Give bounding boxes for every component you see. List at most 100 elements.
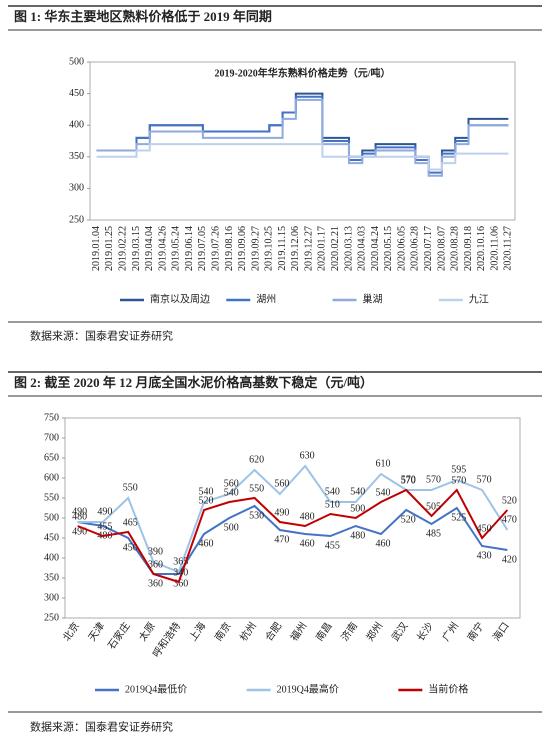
data-label: 485 [426, 528, 441, 539]
x-tick-label: 太原 [136, 620, 158, 644]
data-label: 500 [224, 522, 239, 533]
x-tick-label: 2020.06.28 [410, 226, 421, 271]
data-label: 570 [426, 474, 441, 485]
x-tick-label: 2019.07.26 [210, 226, 221, 271]
plot-frame [89, 61, 516, 221]
data-label: 450 [477, 523, 492, 534]
y-tick-label: 300 [69, 183, 84, 194]
legend-label: 九江 [469, 293, 489, 305]
data-label: 470 [274, 534, 289, 545]
data-label: 520 [502, 495, 517, 506]
x-tick-label: 2019.10.25 [264, 226, 275, 271]
data-label: 540 [224, 487, 239, 498]
legend-label: 2019Q4最低价 [125, 682, 187, 695]
x-tick-label: 2019.04.04 [144, 226, 155, 271]
data-label: 510 [325, 499, 340, 510]
chart-title: 2019-2020年华东熟料价格走势（元/吨） [214, 66, 390, 79]
x-tick-label: 2020.08.28 [450, 226, 461, 271]
data-label: 520 [401, 514, 416, 525]
legend-label: 2019Q4最高价 [277, 682, 339, 695]
data-label: 540 [199, 486, 214, 497]
data-label: 540 [350, 486, 365, 497]
x-tick-label: 2020.06.05 [396, 226, 407, 271]
series-line [77, 488, 509, 584]
x-tick-label: 2020.03.13 [343, 226, 354, 271]
data-label: 450 [123, 542, 138, 553]
y-tick-label: 600 [44, 472, 59, 483]
x-tick-label: 武汉 [388, 620, 410, 644]
y-tick-label: 450 [69, 88, 84, 99]
data-label: 560 [274, 478, 289, 489]
data-label: 490 [274, 507, 289, 518]
y-tick-label: 250 [44, 612, 59, 623]
x-tick-label: 南京 [212, 620, 234, 644]
data-label: 455 [325, 540, 340, 551]
x-tick-label: 2019.07.05 [197, 226, 208, 271]
data-label: 520 [199, 495, 214, 506]
x-tick-label: 2020.04.03 [357, 226, 368, 271]
data-label: 620 [249, 454, 264, 465]
y-tick-label: 650 [44, 452, 59, 463]
x-tick-label: 济南 [338, 620, 360, 644]
x-tick-label: 2020.05.15 [383, 226, 394, 271]
x-tick-label: 2020.11.27 [503, 226, 514, 271]
x-tick-label: 南宁 [464, 620, 486, 644]
data-label: 470 [502, 514, 517, 525]
data-label: 500 [350, 503, 365, 514]
y-tick-label: 450 [44, 532, 59, 543]
y-tick-label: 500 [69, 56, 84, 67]
data-label: 490 [72, 526, 87, 537]
data-label: 490 [97, 506, 112, 517]
y-tick-label: 550 [44, 492, 59, 503]
x-tick-label: 上海 [186, 620, 208, 644]
x-tick-label: 杭州 [237, 620, 259, 644]
x-tick-label: 2019.01.04 [91, 226, 102, 271]
x-tick-label: 合肥 [262, 620, 284, 644]
data-label: 560 [224, 478, 239, 489]
figure-caption: 图 2: 截至 2020 年 12 月底全国水泥价格高基数下稳定（元/吨） [14, 375, 373, 390]
data-label: 530 [249, 510, 264, 521]
x-tick-label: 南昌 [313, 620, 335, 644]
data-label: 480 [350, 530, 365, 541]
legend-label: 当前价格 [428, 682, 468, 695]
series-line [77, 504, 508, 575]
x-tick-label: 2019.09.27 [250, 226, 261, 271]
x-tick-label: 2020.01.17 [317, 226, 328, 271]
figure-caption: 图 1: 华东主要地区熟料价格低于 2019 年同期 [14, 9, 272, 24]
x-tick-label: 2019.08.16 [224, 226, 235, 271]
data-label: 420 [502, 554, 517, 565]
x-tick-label: 2019.11.15 [277, 226, 288, 271]
x-tick-label: 2020.11.06 [489, 226, 500, 271]
data-label: 505 [426, 501, 441, 512]
data-label: 465 [123, 517, 138, 528]
data-label: 360 [148, 559, 163, 570]
y-tick-label: 400 [44, 552, 59, 563]
x-tick-label: 2019.12.06 [290, 226, 301, 271]
data-label: 390 [148, 546, 163, 557]
source: 数据来源：国泰君安证券研究 [30, 329, 173, 343]
data-label: 460 [199, 538, 214, 549]
x-tick-label: 2020.04.24 [370, 226, 381, 271]
y-tick-label: 300 [44, 592, 59, 603]
x-tick-label: 长沙 [415, 620, 436, 643]
y-tick-label: 350 [44, 572, 59, 583]
data-label: 460 [300, 538, 315, 549]
data-label: 595 [451, 464, 466, 475]
series-line [77, 464, 509, 574]
series-line [96, 98, 509, 177]
data-label: 525 [451, 512, 466, 523]
series-line [96, 143, 509, 171]
data-label: 550 [123, 482, 138, 493]
data-label: 570 [401, 475, 416, 486]
y-tick-label: 250 [69, 214, 84, 225]
x-tick-label: 2019.02.22 [118, 226, 129, 271]
x-tick-label: 2019.12.27 [303, 226, 314, 271]
y-tick-label: 750 [44, 412, 59, 423]
x-tick-label: 2019.04.26 [157, 226, 168, 271]
x-tick-label: 天津 [86, 620, 107, 643]
x-tick-label: 2020.10.16 [476, 226, 487, 271]
x-tick-label: 2020.09.18 [463, 226, 474, 271]
x-tick-label: 2019.05.24 [171, 226, 182, 271]
x-tick-label: 广州 [440, 620, 461, 643]
